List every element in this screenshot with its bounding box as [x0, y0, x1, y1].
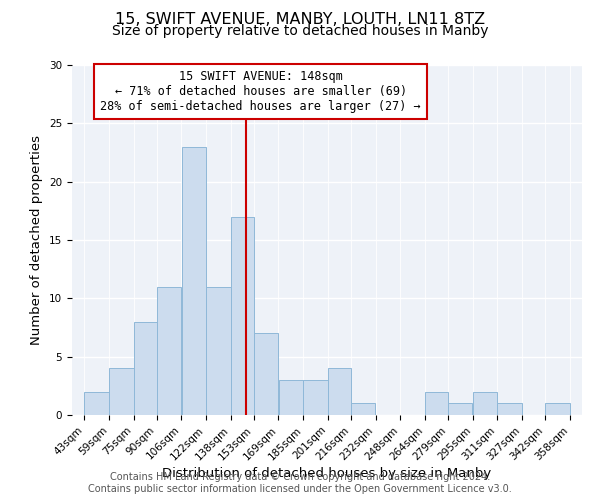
Y-axis label: Number of detached properties: Number of detached properties [31, 135, 43, 345]
X-axis label: Distribution of detached houses by size in Manby: Distribution of detached houses by size … [163, 467, 491, 480]
Bar [473, 392, 497, 415]
Bar [157, 286, 181, 415]
Bar [134, 322, 157, 415]
Bar [278, 380, 303, 415]
Text: Contains HM Land Registry data © Crown copyright and database right 2024.
Contai: Contains HM Land Registry data © Crown c… [88, 472, 512, 494]
Bar [425, 392, 448, 415]
Bar [545, 404, 569, 415]
Bar [448, 404, 472, 415]
Bar [109, 368, 134, 415]
Bar [206, 286, 230, 415]
Bar [497, 404, 522, 415]
Bar [351, 404, 376, 415]
Bar [231, 216, 254, 415]
Text: Size of property relative to detached houses in Manby: Size of property relative to detached ho… [112, 24, 488, 38]
Bar [85, 392, 109, 415]
Bar [254, 334, 278, 415]
Bar [328, 368, 351, 415]
Bar [303, 380, 328, 415]
Bar [182, 146, 206, 415]
Text: 15 SWIFT AVENUE: 148sqm
← 71% of detached houses are smaller (69)
28% of semi-de: 15 SWIFT AVENUE: 148sqm ← 71% of detache… [100, 70, 421, 114]
Text: 15, SWIFT AVENUE, MANBY, LOUTH, LN11 8TZ: 15, SWIFT AVENUE, MANBY, LOUTH, LN11 8TZ [115, 12, 485, 28]
